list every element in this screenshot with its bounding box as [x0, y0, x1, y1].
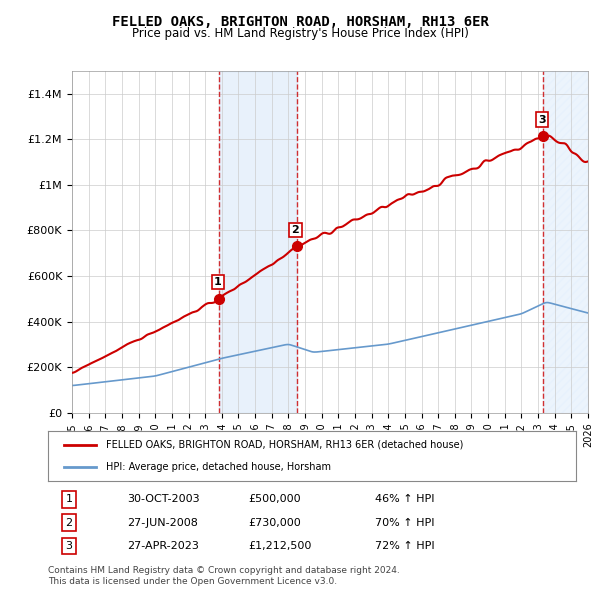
Bar: [219, 71, 296, 413]
Text: £730,000: £730,000: [248, 518, 301, 527]
Text: Contains HM Land Registry data © Crown copyright and database right 2024.
This d: Contains HM Land Registry data © Crown c…: [48, 566, 400, 586]
Text: 27-JUN-2008: 27-JUN-2008: [127, 518, 198, 527]
Text: £500,000: £500,000: [248, 494, 301, 504]
Text: 27-APR-2023: 27-APR-2023: [127, 541, 199, 551]
Text: 3: 3: [65, 541, 73, 551]
Bar: [544, 71, 588, 413]
Bar: [219, 71, 296, 413]
Text: 2: 2: [65, 518, 73, 527]
Text: FELLED OAKS, BRIGHTON ROAD, HORSHAM, RH13 6ER: FELLED OAKS, BRIGHTON ROAD, HORSHAM, RH1…: [112, 15, 488, 29]
Text: FELLED OAKS, BRIGHTON ROAD, HORSHAM, RH13 6ER (detached house): FELLED OAKS, BRIGHTON ROAD, HORSHAM, RH1…: [106, 440, 463, 450]
Text: HPI: Average price, detached house, Horsham: HPI: Average price, detached house, Hors…: [106, 462, 331, 472]
Text: 1: 1: [214, 277, 222, 287]
Text: 46% ↑ HPI: 46% ↑ HPI: [376, 494, 435, 504]
Text: £1,212,500: £1,212,500: [248, 541, 312, 551]
Text: Price paid vs. HM Land Registry's House Price Index (HPI): Price paid vs. HM Land Registry's House …: [131, 27, 469, 40]
Bar: [544, 71, 588, 413]
Text: 72% ↑ HPI: 72% ↑ HPI: [376, 541, 435, 551]
Text: 3: 3: [538, 114, 546, 124]
Text: 1: 1: [65, 494, 73, 504]
Text: 2: 2: [292, 225, 299, 235]
Text: 30-OCT-2003: 30-OCT-2003: [127, 494, 200, 504]
Text: 70% ↑ HPI: 70% ↑ HPI: [376, 518, 435, 527]
